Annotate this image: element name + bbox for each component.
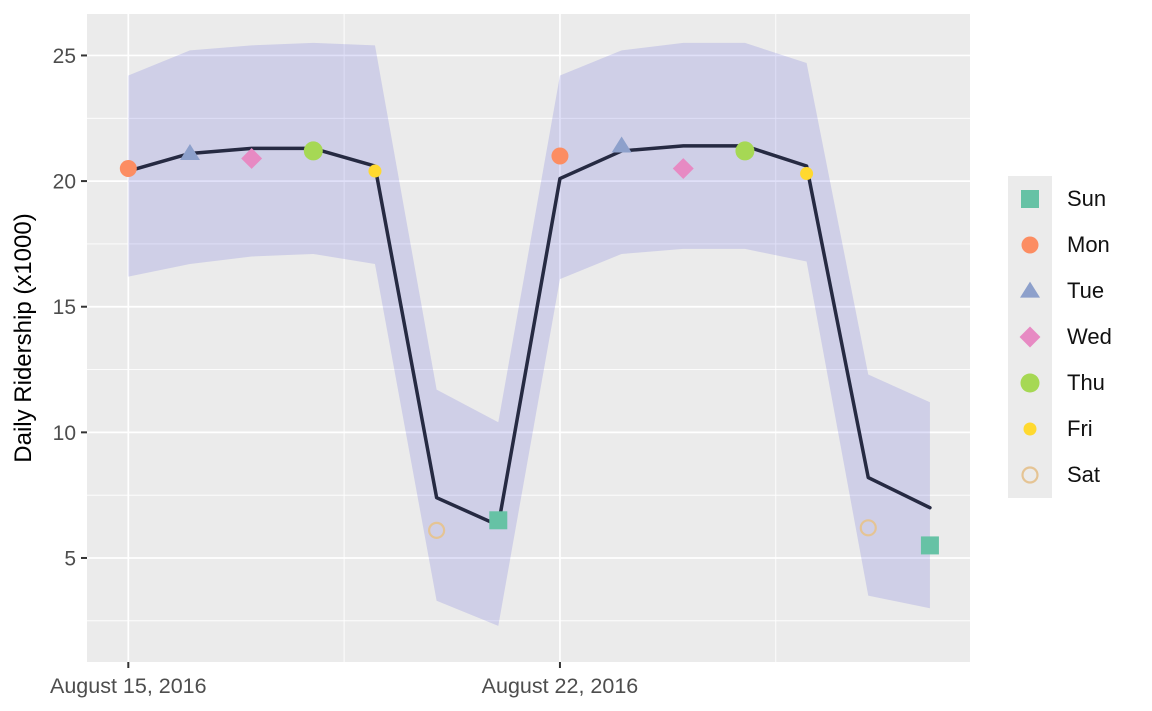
wed-marker	[241, 148, 263, 169]
legend-item-sat: Sat	[1008, 452, 1112, 498]
mon-marker	[551, 147, 569, 165]
sun-marker	[489, 511, 508, 530]
legend-key-mon	[1008, 222, 1052, 268]
data-points	[119, 136, 939, 555]
x-tick-label: August 22, 2016	[482, 674, 639, 698]
sat-marker	[428, 521, 446, 539]
fri-marker	[368, 164, 382, 178]
legend: Sun Mon Tue Wed Thu Fri Sat	[1008, 176, 1112, 498]
tue-marker	[179, 144, 200, 161]
legend-label: Tue	[1067, 278, 1105, 303]
y-tick-label: 15	[53, 296, 76, 319]
fri-marker	[1023, 422, 1037, 436]
axes: 5 10 15 20 25 August 15, 2016 August 22, 2016	[50, 45, 638, 698]
confidence-ribbon	[128, 42, 930, 626]
legend-item-mon: Mon	[1008, 222, 1112, 268]
thu-marker	[1020, 373, 1040, 393]
legend-label: Mon	[1067, 232, 1110, 257]
gridlines	[87, 14, 970, 662]
mon-marker	[119, 160, 137, 178]
wed-marker	[1019, 326, 1041, 348]
fri-marker	[800, 167, 814, 181]
legend-item-sun: Sun	[1008, 176, 1112, 222]
legend-item-thu: Thu	[1008, 360, 1112, 406]
legend-label: Sat	[1067, 462, 1101, 487]
y-tick-label: 5	[64, 547, 76, 570]
sat-marker	[859, 519, 877, 537]
y-tick-label: 25	[53, 45, 76, 68]
tue-marker	[1020, 281, 1040, 298]
legend-label: Fri	[1067, 416, 1093, 441]
legend-key-tue	[1008, 268, 1052, 314]
legend-key-sun	[1008, 176, 1052, 222]
legend-item-tue: Tue	[1008, 268, 1112, 314]
legend-label: Wed	[1067, 324, 1112, 349]
trend-line	[126, 144, 932, 528]
legend-item-fri: Fri	[1008, 406, 1112, 452]
y-tick-label: 20	[53, 171, 76, 194]
legend-label: Thu	[1067, 370, 1105, 395]
wed-marker	[672, 158, 694, 179]
panel-background	[87, 14, 970, 662]
sun-marker	[920, 536, 939, 555]
thu-marker	[303, 141, 323, 161]
legend-label: Sun	[1067, 186, 1107, 211]
x-tick-label: August 15, 2016	[50, 674, 207, 698]
y-tick-label: 10	[53, 422, 76, 445]
sat-marker	[1021, 466, 1039, 484]
sun-marker	[1021, 190, 1039, 208]
legend-key-sat	[1008, 452, 1052, 498]
tue-marker	[611, 136, 632, 153]
thu-marker	[735, 141, 755, 161]
mon-marker	[1021, 236, 1039, 254]
y-axis-title: Daily Ridership (x1000)	[10, 213, 37, 463]
legend-item-wed: Wed	[1008, 314, 1112, 360]
legend-key-wed	[1008, 314, 1052, 360]
legend-key-fri	[1008, 406, 1052, 452]
legend-key-thu	[1008, 360, 1052, 406]
